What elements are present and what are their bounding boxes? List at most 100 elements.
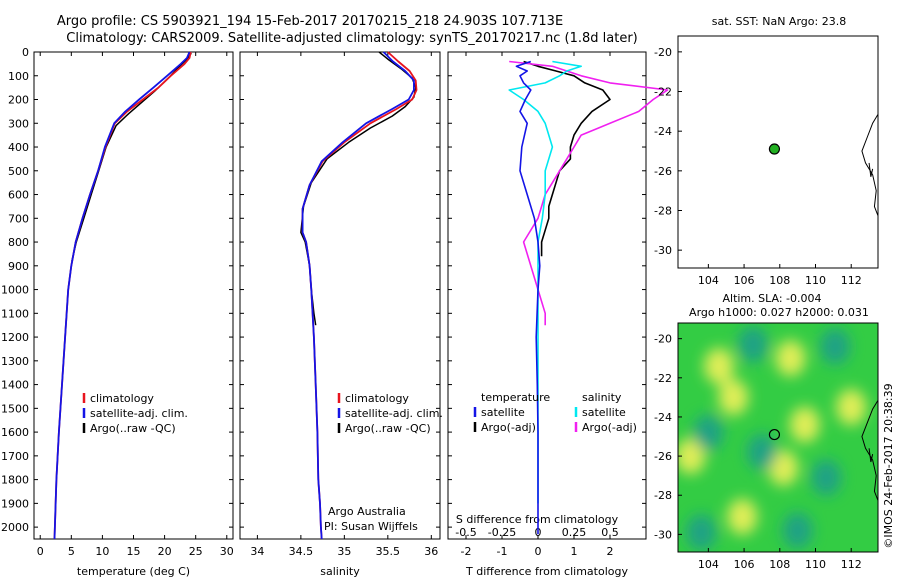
x-tick-label: -2 <box>461 545 472 558</box>
depth-tick-label: 500 <box>8 165 29 178</box>
x-tick-label: 10 <box>95 545 109 558</box>
altimetry-title-line1: Altim. SLA: -0.004 <box>722 292 821 305</box>
y-tick-label: -28 <box>654 204 672 217</box>
depth-tick-label: 600 <box>8 189 29 202</box>
depth-tick-label: 1200 <box>1 331 29 344</box>
map-content <box>678 323 878 552</box>
figure-title-line2: Climatology: CARS2009. Satellite-adjuste… <box>66 31 638 46</box>
x-tick-label: 104 <box>698 274 719 287</box>
depth-tick-label: 100 <box>8 70 29 83</box>
legend-label: climatology <box>345 392 409 405</box>
depth-tick-label: 1800 <box>1 474 29 487</box>
x-tick-label: 110 <box>805 274 826 287</box>
altimetry-title-line2: Argo h1000: 0.027 h2000: 0.031 <box>689 306 869 319</box>
x-tick-label: 35.5 <box>376 545 401 558</box>
x-tick-label: 106 <box>734 274 755 287</box>
argo-salinity-diff-line <box>509 60 669 326</box>
depth-tick-label: 2000 <box>1 521 29 534</box>
sla-field <box>678 326 867 551</box>
depth-tick-label: 0 <box>22 46 29 59</box>
figure-title-line1: Argo profile: CS 5903921_194 15-Feb-2017… <box>57 14 563 29</box>
x-tick-label: 1 <box>571 545 578 558</box>
coastline-island <box>868 448 874 463</box>
y-tick-label: -24 <box>654 411 672 424</box>
legend-label: satellite <box>481 406 525 419</box>
map-frame <box>677 35 879 269</box>
y-tick-label: -22 <box>654 372 672 385</box>
legend-temperature-title: temperature <box>481 391 550 404</box>
x-axis-label: temperature (deg C) <box>77 565 190 578</box>
legend-label: Argo(..raw -QC) <box>345 422 431 435</box>
argo-location-marker <box>768 428 781 441</box>
x-tick-label: 2 <box>607 545 614 558</box>
legend-label: Argo(-adj) <box>582 421 637 434</box>
sla-yellow-patch <box>836 389 867 426</box>
satellite-salinity-diff-line <box>508 60 583 504</box>
map-frame <box>677 322 879 553</box>
x-tick-label: 0 <box>37 545 44 558</box>
satellite-salinity-line <box>301 51 415 540</box>
depth-tick-label: 1500 <box>1 402 29 415</box>
argo-temperature-line <box>71 52 192 262</box>
top-x-tick-label: 0.25 <box>562 526 587 539</box>
y-tick-label: -20 <box>654 46 672 59</box>
depth-tick-label: 1900 <box>1 497 29 510</box>
panel-frame <box>447 51 647 540</box>
y-tick-label: -26 <box>654 165 672 178</box>
annotation-pi: PI: Susan Wijffels <box>324 520 418 533</box>
y-tick-label: -28 <box>654 489 672 502</box>
x-tick-label: 112 <box>841 274 862 287</box>
legend-label: satellite-adj. clim. <box>90 407 188 420</box>
x-tick-label: 20 <box>158 545 172 558</box>
sla-yellow-patch <box>727 498 758 535</box>
coastline-island <box>868 162 874 177</box>
x-tick-label: 35 <box>337 545 351 558</box>
copyright-stamp: ©IMOS 24-Feb-2017 20:38:39 <box>882 383 895 548</box>
argo-location-marker <box>768 143 781 155</box>
depth-tick-label: 700 <box>8 212 29 225</box>
depth-tick-label: 1000 <box>1 284 29 297</box>
sla-yellow-patch <box>678 438 706 475</box>
x-axis-label: salinity <box>320 565 360 578</box>
sla-yellow-patch <box>775 340 806 377</box>
legend-label: satellite <box>582 406 626 419</box>
depth-tick-label: 1400 <box>1 379 29 392</box>
sla-yellow-patch <box>718 379 749 416</box>
sla-yellow-patch <box>789 406 820 443</box>
depth-tick-label: 900 <box>8 260 29 273</box>
satellite-temperature-line <box>53 51 191 540</box>
difference-profile-panel: -2 -1 0 1 2 T difference from climatology -0.5… <box>447 51 669 578</box>
x-tick-label: 25 <box>189 545 203 558</box>
top-x-tick-label: -0.5 <box>455 526 476 539</box>
sst-map-title: sat. SST: NaN Argo: 23.8 <box>712 15 846 28</box>
temperature-profile-panel: 0100200300400500600700800900100011001200… <box>1 46 234 578</box>
x-tick-label: 34 <box>250 545 264 558</box>
x-axis-label: T difference from climatology <box>465 565 628 578</box>
y-tick-label: -30 <box>654 244 672 257</box>
panel-frame <box>239 51 441 540</box>
sla-teal-patch <box>811 459 842 496</box>
x-tick-label: 104 <box>698 558 719 571</box>
y-tick-label: -24 <box>654 125 672 138</box>
sla-teal-patch <box>686 514 717 551</box>
x-tick-label: 30 <box>220 545 234 558</box>
annotation-argo-australia: Argo Australia <box>328 505 406 518</box>
depth-tick-label: 400 <box>8 141 29 154</box>
coastline <box>861 399 878 502</box>
y-tick-label: -30 <box>654 528 672 541</box>
sla-teal-patch <box>746 434 777 471</box>
sla-teal-patch <box>820 328 851 365</box>
depth-tick-label: 1700 <box>1 450 29 463</box>
depth-tick-label: 1300 <box>1 355 29 368</box>
x-tick-label: 15 <box>127 545 141 558</box>
x-tick-label: 108 <box>769 558 790 571</box>
legend-label: climatology <box>90 392 154 405</box>
depth-tick-label: 1100 <box>1 307 29 320</box>
sla-teal-patch <box>738 326 768 363</box>
legend-label: Argo(..raw -QC) <box>90 422 176 435</box>
y-tick-label: -22 <box>654 86 672 99</box>
sla-yellow-patch <box>704 348 735 385</box>
x-tick-label: 106 <box>734 558 755 571</box>
